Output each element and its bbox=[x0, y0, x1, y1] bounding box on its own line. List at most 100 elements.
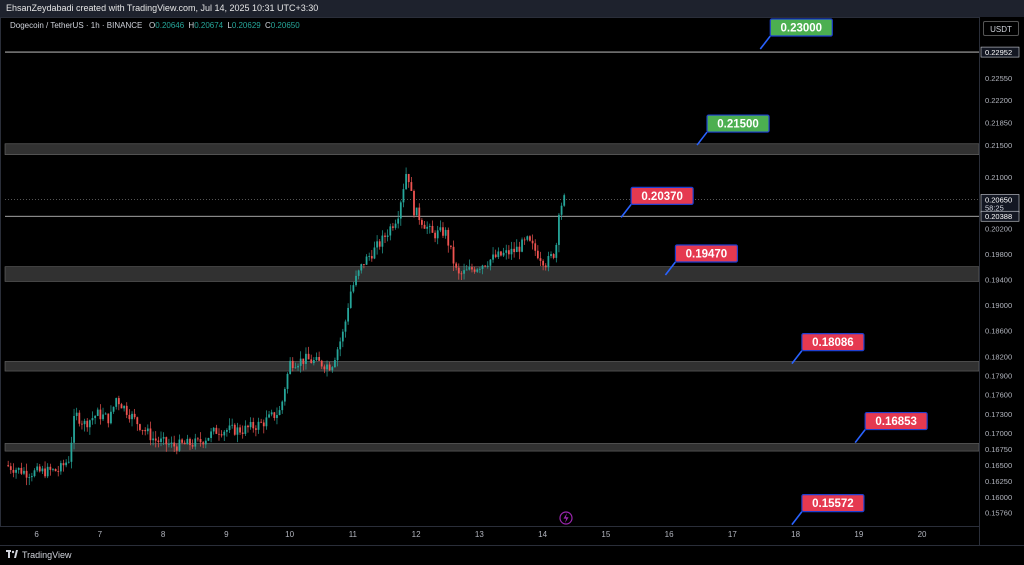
candle-36 bbox=[102, 407, 104, 421]
candle-166 bbox=[444, 227, 447, 239]
candle-75 bbox=[204, 437, 207, 449]
candle-174 bbox=[465, 265, 468, 271]
candle-79 bbox=[215, 424, 218, 435]
candle-129 bbox=[347, 303, 350, 325]
candle-78 bbox=[212, 427, 215, 435]
candle-158 bbox=[423, 221, 426, 229]
candle-35 bbox=[99, 404, 102, 425]
tradingview-logo-icon[interactable] bbox=[6, 549, 18, 559]
support-resistance-zones bbox=[4, 143, 980, 452]
candle-134 bbox=[360, 263, 363, 274]
footer-bar: TradingView bbox=[0, 545, 1024, 564]
candle-42 bbox=[117, 395, 120, 411]
candle-143 bbox=[384, 232, 386, 244]
candle-91 bbox=[247, 424, 249, 433]
attribution-bar: EhsanZeydabadi created with TradingView.… bbox=[0, 0, 1024, 17]
candle-49 bbox=[136, 416, 139, 431]
candle-59 bbox=[162, 432, 165, 445]
candle-85 bbox=[231, 418, 234, 429]
candle-114 bbox=[307, 346, 310, 360]
candle-162 bbox=[434, 230, 436, 243]
candle-19 bbox=[57, 465, 60, 477]
candle-165 bbox=[442, 222, 444, 239]
candle-28 bbox=[81, 420, 83, 430]
attribution-text: EhsanZeydabadi created with TradingView.… bbox=[6, 3, 319, 13]
low-value: 0.20629 bbox=[231, 21, 261, 30]
candle-106 bbox=[286, 372, 289, 394]
candle-2 bbox=[12, 463, 15, 478]
candle-144 bbox=[386, 229, 389, 242]
candle-184 bbox=[492, 247, 494, 263]
candle-113 bbox=[305, 347, 307, 370]
candle-116 bbox=[312, 357, 315, 366]
candle-76 bbox=[207, 437, 210, 442]
candle-24 bbox=[70, 436, 73, 469]
candle-120 bbox=[323, 364, 326, 374]
candle-39 bbox=[110, 405, 112, 425]
candle-8 bbox=[28, 473, 31, 486]
candle-18 bbox=[54, 468, 57, 472]
candle-86 bbox=[233, 423, 236, 436]
candle-29 bbox=[83, 418, 86, 432]
candle-189 bbox=[505, 244, 508, 260]
candle-64 bbox=[175, 443, 178, 455]
candle-208 bbox=[555, 242, 558, 263]
candle-13 bbox=[41, 465, 44, 475]
candle-171 bbox=[457, 263, 460, 280]
price-axis[interactable] bbox=[979, 17, 1024, 545]
candle-67 bbox=[183, 440, 186, 445]
candle-92 bbox=[249, 417, 252, 430]
candle-173 bbox=[463, 263, 465, 280]
candle-148 bbox=[397, 211, 400, 229]
candle-73 bbox=[199, 432, 202, 447]
currency-button[interactable]: USDT bbox=[983, 21, 1019, 36]
tradingview-brand[interactable]: TradingView bbox=[22, 550, 72, 560]
annotation-0.19470: 0.19470 bbox=[664, 244, 739, 276]
candle-199 bbox=[531, 234, 534, 250]
candle-62 bbox=[170, 436, 173, 448]
candle-185 bbox=[494, 249, 497, 259]
open-value: 0.20646 bbox=[155, 21, 185, 30]
candle-60 bbox=[165, 436, 168, 452]
candle-111 bbox=[299, 351, 302, 373]
candle-81 bbox=[220, 430, 223, 438]
candle-47 bbox=[131, 411, 133, 427]
candle-54 bbox=[149, 421, 152, 446]
candle-150 bbox=[402, 183, 405, 208]
candle-16 bbox=[49, 463, 52, 476]
annotation-0.16853: 0.16853 bbox=[854, 411, 928, 444]
candle-156 bbox=[418, 203, 421, 225]
candle-210 bbox=[560, 202, 563, 220]
time-axis[interactable] bbox=[0, 526, 979, 546]
annotation-0.21500: 0.21500 bbox=[696, 114, 770, 146]
candle-57 bbox=[157, 436, 160, 448]
candle-26 bbox=[75, 407, 78, 421]
candle-70 bbox=[191, 439, 194, 449]
candle-0 bbox=[7, 460, 10, 468]
candle-51 bbox=[141, 429, 144, 435]
candle-131 bbox=[352, 281, 355, 294]
candle-186 bbox=[497, 247, 500, 259]
candle-127 bbox=[341, 328, 344, 348]
candle-99 bbox=[268, 410, 270, 419]
candle-52 bbox=[144, 427, 147, 436]
candle-63 bbox=[173, 435, 176, 453]
candle-80 bbox=[218, 428, 220, 441]
candle-11 bbox=[36, 463, 39, 473]
candle-38 bbox=[107, 413, 110, 428]
candle-94 bbox=[254, 425, 257, 437]
candle-6 bbox=[23, 467, 25, 476]
candle-102 bbox=[276, 407, 278, 425]
low-key: L bbox=[227, 21, 232, 30]
candle-177 bbox=[473, 266, 476, 274]
candle-161 bbox=[431, 220, 434, 233]
candle-90 bbox=[244, 420, 247, 437]
candle-126 bbox=[339, 337, 342, 357]
candle-69 bbox=[189, 437, 191, 451]
candle-109 bbox=[294, 362, 297, 369]
candle-43 bbox=[120, 402, 123, 409]
candle-190 bbox=[507, 245, 510, 259]
candle-31 bbox=[88, 419, 91, 435]
annotation-0.18086: 0.18086 bbox=[791, 333, 865, 365]
